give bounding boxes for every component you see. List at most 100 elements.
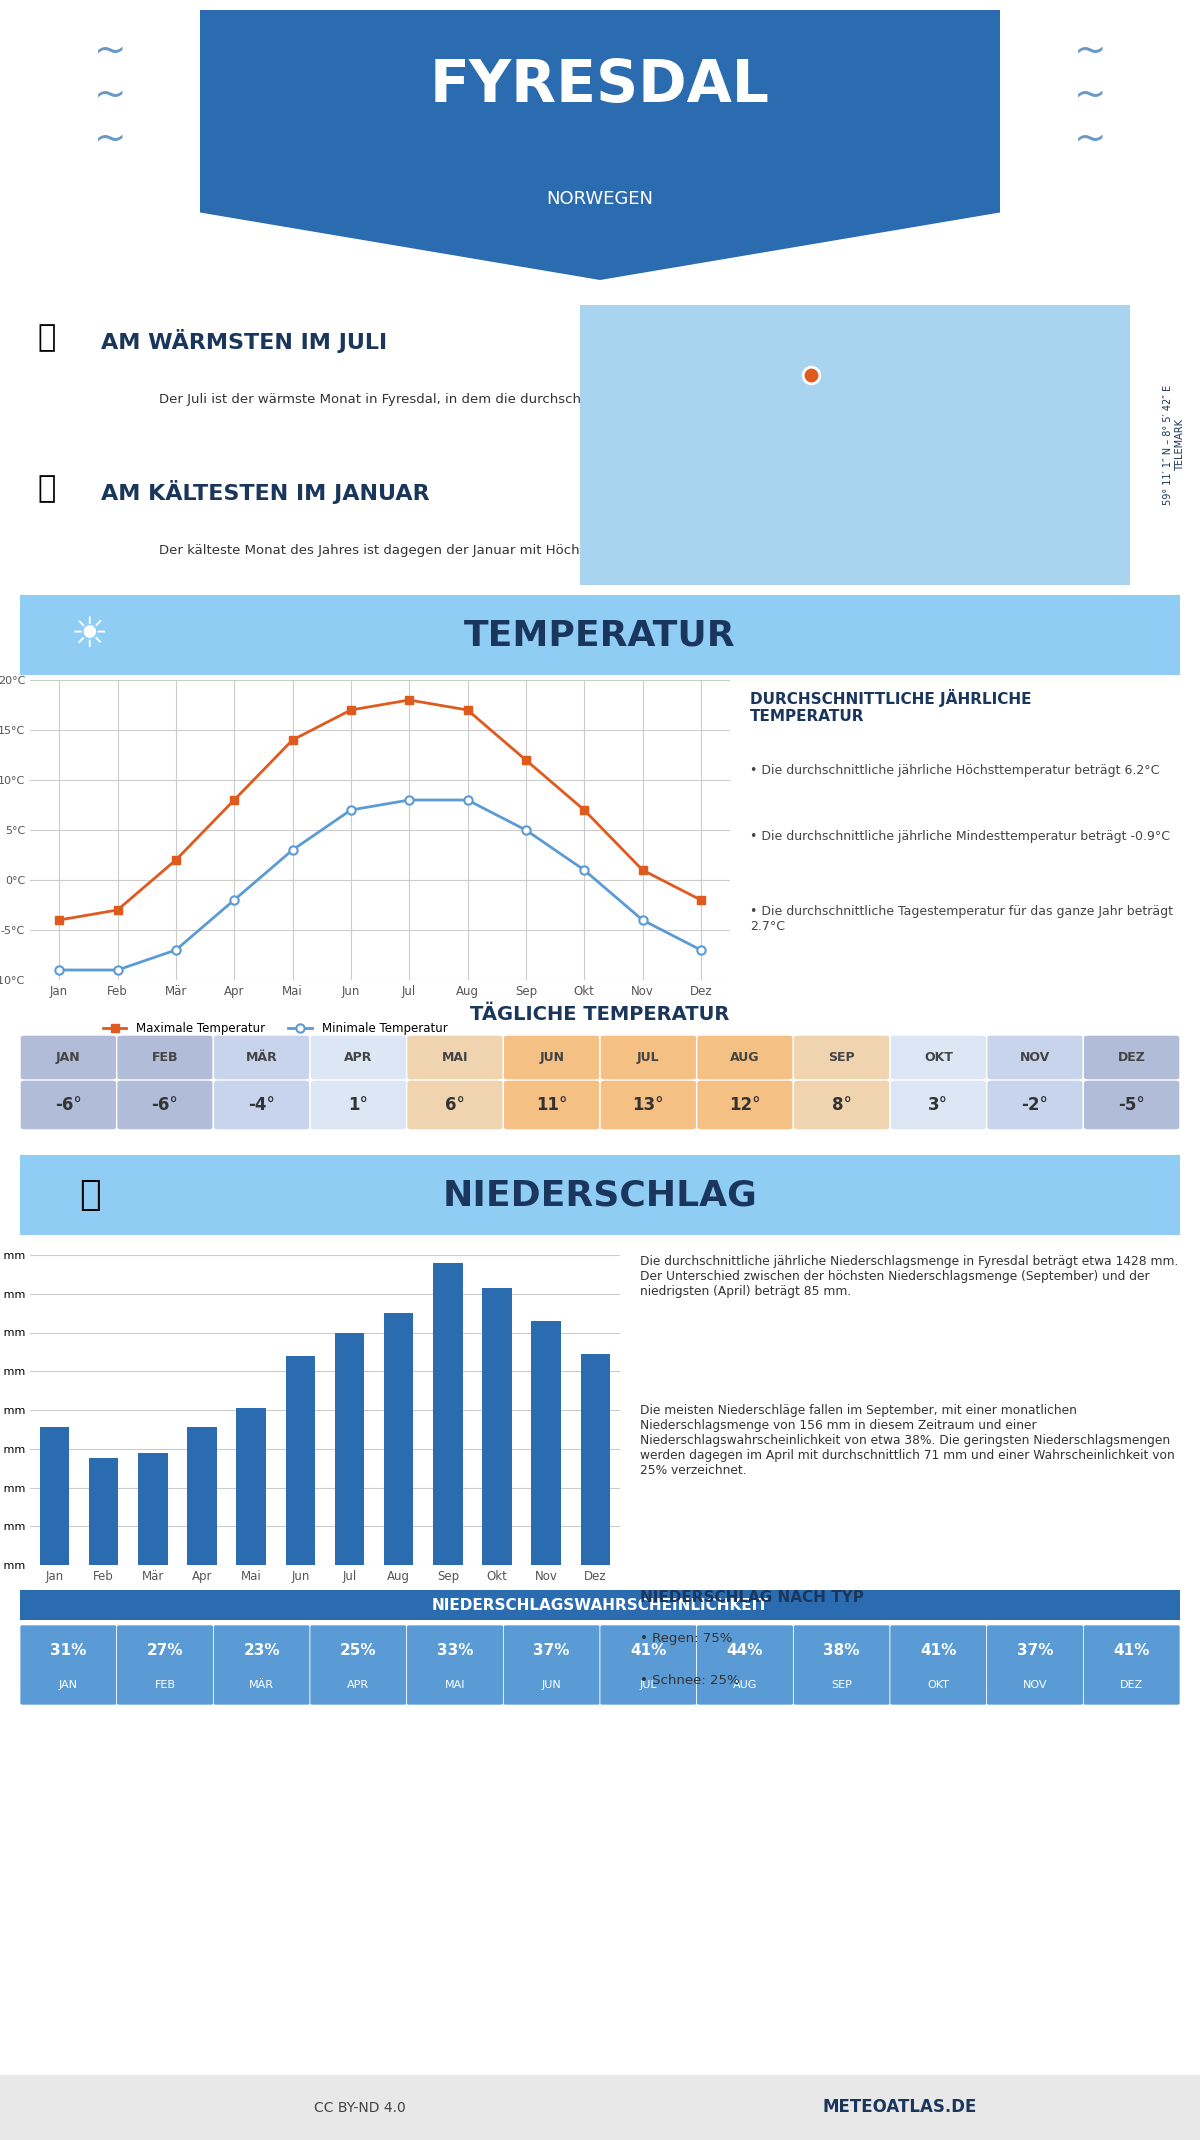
Bar xyxy=(187,1427,217,1564)
Text: JAN: JAN xyxy=(59,1680,78,1691)
Text: 1°: 1° xyxy=(348,1096,368,1115)
Text: Der Juli ist der wärmste Monat in Fyresdal, in dem die durchschnittlichen Höchst: Der Juli ist der wärmste Monat in Fyresd… xyxy=(160,394,1128,407)
Text: 12°: 12° xyxy=(730,1096,761,1115)
Text: • Schnee: 25%: • Schnee: 25% xyxy=(640,1673,739,1686)
Text: OKT: OKT xyxy=(928,1680,949,1691)
Text: SEP: SEP xyxy=(828,1051,854,1064)
Text: JAN: JAN xyxy=(56,1051,80,1064)
Text: ~
~
~: ~ ~ ~ xyxy=(1074,32,1106,158)
Text: NOV: NOV xyxy=(1022,1680,1048,1691)
Text: 8°: 8° xyxy=(832,1096,852,1115)
Bar xyxy=(286,1357,316,1564)
FancyBboxPatch shape xyxy=(0,2076,1200,2140)
Bar xyxy=(433,1263,463,1564)
FancyBboxPatch shape xyxy=(986,1624,1084,1706)
FancyBboxPatch shape xyxy=(697,1624,793,1706)
Text: 41%: 41% xyxy=(920,1644,956,1658)
FancyBboxPatch shape xyxy=(407,1081,503,1130)
Text: -5°: -5° xyxy=(1118,1096,1145,1115)
FancyBboxPatch shape xyxy=(0,593,1200,676)
Text: MAI: MAI xyxy=(445,1680,466,1691)
Text: 6°: 6° xyxy=(445,1096,464,1115)
Text: JUN: JUN xyxy=(541,1680,562,1691)
FancyBboxPatch shape xyxy=(793,1081,890,1130)
Text: OKT: OKT xyxy=(924,1051,953,1064)
FancyBboxPatch shape xyxy=(1084,1624,1180,1706)
Text: Der kälteste Monat des Jahres ist dagegen der Januar mit Höchsttemperaturen von : Der kälteste Monat des Jahres ist dagege… xyxy=(160,544,972,556)
FancyBboxPatch shape xyxy=(214,1624,310,1706)
FancyBboxPatch shape xyxy=(20,1081,116,1130)
Text: 🌡: 🌡 xyxy=(37,323,55,353)
FancyBboxPatch shape xyxy=(890,1036,986,1081)
Text: 3°: 3° xyxy=(929,1096,948,1115)
Text: • Die durchschnittliche Tagestemperatur für das ganze Jahr beträgt 2.7°C: • Die durchschnittliche Tagestemperatur … xyxy=(750,905,1174,933)
FancyBboxPatch shape xyxy=(503,1624,600,1706)
Text: CC BY-ND 4.0: CC BY-ND 4.0 xyxy=(314,2101,406,2114)
Text: 37%: 37% xyxy=(534,1644,570,1658)
FancyBboxPatch shape xyxy=(793,1624,890,1706)
Bar xyxy=(236,1408,266,1564)
FancyBboxPatch shape xyxy=(1084,1036,1180,1081)
Text: 37%: 37% xyxy=(1016,1644,1054,1658)
Text: DEZ: DEZ xyxy=(1120,1680,1144,1691)
FancyBboxPatch shape xyxy=(890,1624,986,1706)
FancyBboxPatch shape xyxy=(310,1036,407,1081)
Text: -2°: -2° xyxy=(1021,1096,1049,1115)
Text: JUL: JUL xyxy=(640,1680,658,1691)
Text: MÄR: MÄR xyxy=(250,1680,274,1691)
Text: MÄR: MÄR xyxy=(246,1051,277,1064)
FancyBboxPatch shape xyxy=(20,1036,116,1081)
Text: 23%: 23% xyxy=(244,1644,280,1658)
Text: 33%: 33% xyxy=(437,1644,473,1658)
Text: ~
~
~: ~ ~ ~ xyxy=(94,32,126,158)
Text: 🌧: 🌧 xyxy=(79,1177,101,1211)
Bar xyxy=(89,1459,119,1564)
FancyBboxPatch shape xyxy=(214,1036,310,1081)
Text: 31%: 31% xyxy=(50,1644,86,1658)
Bar xyxy=(40,1427,70,1564)
Text: 27%: 27% xyxy=(146,1644,184,1658)
Text: 41%: 41% xyxy=(630,1644,666,1658)
Text: 🌡: 🌡 xyxy=(37,473,55,503)
Text: 13°: 13° xyxy=(632,1096,664,1115)
Text: JUL: JUL xyxy=(637,1051,660,1064)
Text: AM KÄLTESTEN IM JANUAR: AM KÄLTESTEN IM JANUAR xyxy=(101,479,430,503)
Text: 38%: 38% xyxy=(823,1644,860,1658)
FancyBboxPatch shape xyxy=(116,1624,214,1706)
FancyBboxPatch shape xyxy=(214,1081,310,1130)
FancyBboxPatch shape xyxy=(575,302,1135,588)
Bar xyxy=(581,1355,610,1564)
Text: DEZ: DEZ xyxy=(1117,1051,1146,1064)
Text: -4°: -4° xyxy=(248,1096,275,1115)
Text: FEB: FEB xyxy=(151,1051,179,1064)
Text: 59° 11′ 1″ N – 8° 5′ 42″ E
TELEMARK: 59° 11′ 1″ N – 8° 5′ 42″ E TELEMARK xyxy=(1163,385,1184,505)
Polygon shape xyxy=(200,11,1000,280)
Text: APR: APR xyxy=(344,1051,372,1064)
FancyBboxPatch shape xyxy=(503,1081,600,1130)
Text: NORWEGEN: NORWEGEN xyxy=(546,190,654,208)
FancyBboxPatch shape xyxy=(116,1081,214,1130)
Text: Die durchschnittliche jährliche Niederschlagsmenge in Fyresdal beträgt etwa 1428: Die durchschnittliche jährliche Niedersc… xyxy=(640,1254,1178,1299)
Legend: Niederschlagssumme: Niederschlagssumme xyxy=(122,1592,292,1616)
FancyBboxPatch shape xyxy=(600,1081,697,1130)
Text: ☀: ☀ xyxy=(71,614,108,657)
Bar xyxy=(482,1288,512,1564)
FancyBboxPatch shape xyxy=(0,1153,1200,1237)
FancyBboxPatch shape xyxy=(986,1081,1084,1130)
Text: AM WÄRMSTEN IM JULI: AM WÄRMSTEN IM JULI xyxy=(101,330,388,353)
Text: • Regen: 75%: • Regen: 75% xyxy=(640,1633,732,1646)
Text: TÄGLICHE TEMPERATUR: TÄGLICHE TEMPERATUR xyxy=(470,1006,730,1025)
Text: Die meisten Niederschläge fallen im September, mit einer monatlichen Niederschla: Die meisten Niederschläge fallen im Sept… xyxy=(640,1404,1175,1477)
Text: -6°: -6° xyxy=(55,1096,82,1115)
FancyBboxPatch shape xyxy=(600,1624,697,1706)
Legend: Maximale Temperatur, Minimale Temperatur: Maximale Temperatur, Minimale Temperatur xyxy=(98,1019,452,1040)
FancyBboxPatch shape xyxy=(407,1624,503,1706)
Text: DURCHSCHNITTLICHE JÄHRLICHE
TEMPERATUR: DURCHSCHNITTLICHE JÄHRLICHE TEMPERATUR xyxy=(750,689,1032,725)
FancyBboxPatch shape xyxy=(407,1036,503,1081)
Text: NIEDERSCHLAGSWAHRSCHEINLICHKEIT: NIEDERSCHLAGSWAHRSCHEINLICHKEIT xyxy=(432,1596,768,1614)
FancyBboxPatch shape xyxy=(20,1590,1180,1620)
Text: METEOATLAS.DE: METEOATLAS.DE xyxy=(823,2099,977,2116)
Text: AUG: AUG xyxy=(731,1051,760,1064)
Text: FEB: FEB xyxy=(155,1680,175,1691)
Bar xyxy=(532,1320,560,1564)
